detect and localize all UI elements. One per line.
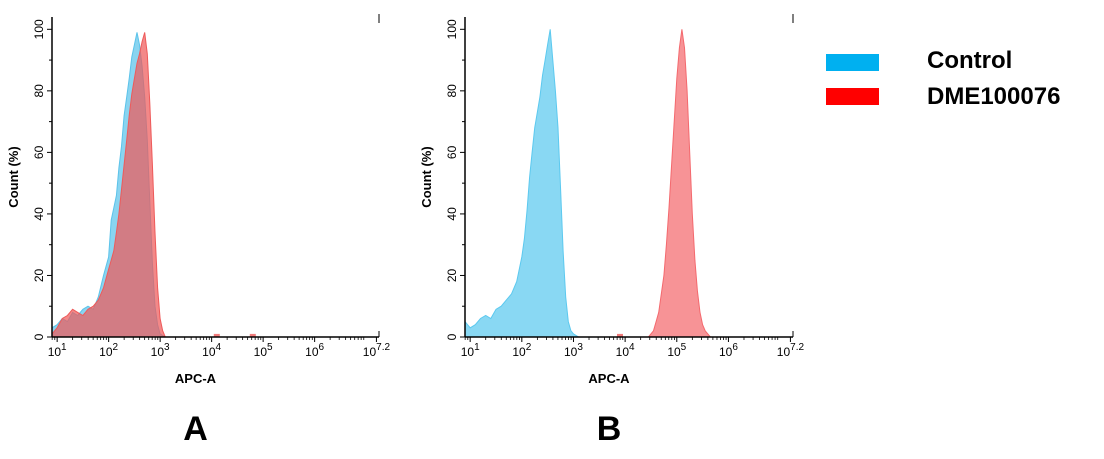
minor-event-mark <box>213 333 220 337</box>
y-tick-label: 80 <box>445 84 459 98</box>
minor-event-mark <box>617 333 623 337</box>
x-tick-label: 103 <box>564 342 583 359</box>
x-tick-label: 107.2 <box>363 342 391 359</box>
x-tick-label: 104 <box>616 342 635 359</box>
histogram-panel-b: 0 20 40 60 80 100 101 102 103 104 105 106 107.2 APC-A… <box>419 14 804 448</box>
x-axis-label: APC-A <box>175 371 217 386</box>
y-tick-label: 0 <box>32 333 46 340</box>
legend-swatch-dme100076 <box>826 88 879 105</box>
y-tick-label: 20 <box>445 268 459 282</box>
x-tick-label: 103 <box>151 342 170 359</box>
y-tick-label: 40 <box>32 207 46 221</box>
x-tick-label: 101 <box>48 342 67 359</box>
x-tick-label: 105 <box>667 342 686 359</box>
y-tick-label: 40 <box>445 207 459 221</box>
x-tick-label: 107.2 <box>777 342 805 359</box>
y-tick-label: 60 <box>445 145 459 159</box>
y-tick-label: 100 <box>32 19 46 39</box>
x-tick-label: 102 <box>99 342 118 359</box>
series-area-dme100076 <box>51 32 167 338</box>
series-area-control <box>464 29 581 338</box>
x-tick-label: 104 <box>202 342 221 359</box>
legend-swatch-control <box>826 54 879 71</box>
legend: Control DME100076 <box>826 47 1060 110</box>
x-tick-label: 102 <box>512 342 531 359</box>
y-tick-label: 20 <box>32 268 46 282</box>
legend-label-control: Control <box>927 47 1012 74</box>
y-axis-label: Count (%) <box>6 146 21 207</box>
y-tick-label: 0 <box>445 333 459 340</box>
x-tick-label: 106 <box>305 342 324 359</box>
panel-letter: B <box>597 410 622 448</box>
y-tick-label: 60 <box>32 145 46 159</box>
x-tick-label: 101 <box>461 342 480 359</box>
minor-event-mark <box>249 333 256 337</box>
panel-letter: A <box>183 410 208 448</box>
series-area-dme100076 <box>647 29 712 338</box>
y-tick-label: 100 <box>445 19 459 39</box>
histogram-panel-a: 0 20 40 60 80 100 101 102 103 104 105 106 107.2 APC-A… <box>6 14 390 448</box>
x-tick-label: 106 <box>719 342 738 359</box>
x-tick-label: 105 <box>254 342 273 359</box>
y-tick-label: 80 <box>32 84 46 98</box>
legend-label-dme100076: DME100076 <box>927 83 1060 110</box>
y-axis-label: Count (%) <box>419 146 434 207</box>
x-axis-label: APC-A <box>588 371 630 386</box>
